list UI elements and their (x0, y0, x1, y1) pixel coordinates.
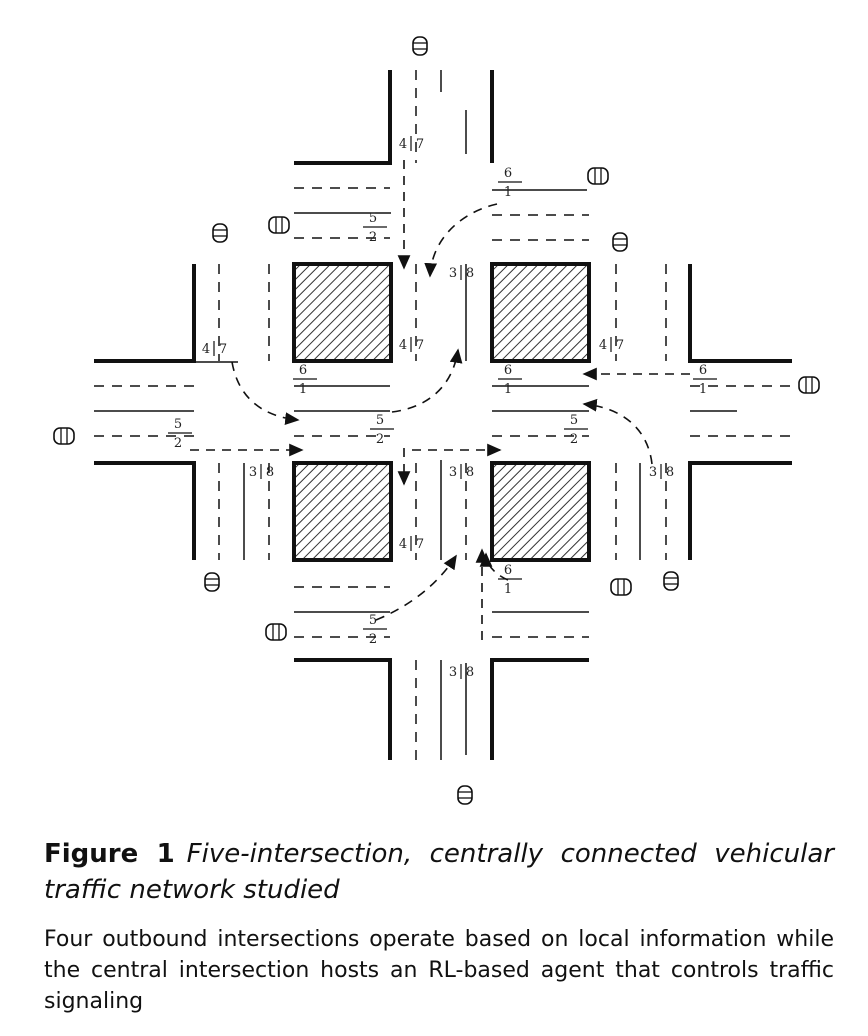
vehicle-icon (268, 216, 290, 234)
lane-label-w-52: 52 (168, 417, 192, 451)
block-nw (292, 262, 393, 363)
block-se (490, 461, 591, 562)
figure-caption-description: Four outbound intersections operate base… (44, 927, 834, 1014)
vehicle-icon (663, 571, 679, 591)
lane-number: 1 (299, 382, 307, 397)
vehicle-icon (587, 167, 609, 185)
lane-number: 8 (466, 465, 474, 480)
lane-number: 7 (416, 537, 424, 552)
city-blocks (292, 262, 591, 562)
lane-number: 6 (699, 363, 707, 378)
flow-se-turn (479, 552, 509, 581)
lane-number: 1 (504, 582, 512, 597)
lane-number: 2 (570, 432, 578, 447)
lane-number: 8 (266, 465, 274, 480)
lane-number: 3 (449, 465, 457, 480)
vehicle-icon (798, 376, 820, 394)
block-sw (292, 461, 393, 562)
lane-number: 3 (649, 465, 657, 480)
lane-number: 2 (376, 432, 384, 447)
flow-east-turn (582, 398, 653, 465)
vehicle-icon (612, 232, 628, 252)
vehicle-icon (457, 785, 473, 805)
lane-number: 8 (466, 665, 474, 680)
lane-number: 4 (399, 137, 407, 152)
lane-label-c-52-left: 52 (370, 413, 394, 447)
lane-number: 7 (416, 338, 424, 353)
lane-number: 6 (504, 363, 512, 378)
lane-number: 4 (599, 338, 607, 353)
lane-number: 4 (202, 342, 210, 357)
lane-label-c-61-right: 61 (498, 363, 522, 397)
lane-number: 8 (466, 266, 474, 281)
lane-number: 6 (299, 363, 307, 378)
vehicle-icons (53, 36, 820, 805)
lane-label-s-52: 52 (363, 613, 387, 647)
vehicle-icon (610, 578, 632, 596)
lane-solid-lines (94, 70, 737, 760)
figure-title: Five-intersection, centrally connected v… (44, 839, 834, 905)
lane-number: 2 (369, 632, 377, 647)
flow-ne-turn (424, 203, 498, 278)
vehicle-icon (412, 36, 428, 56)
lane-number: 2 (174, 436, 182, 451)
lane-number: 2 (369, 230, 377, 245)
lane-number: 5 (570, 413, 578, 428)
lane-label-n-61: 61 (498, 166, 522, 200)
lane-number: 5 (174, 417, 182, 432)
lane-number: 7 (219, 342, 227, 357)
lane-number: 8 (666, 465, 674, 480)
lane-number: 6 (504, 563, 512, 578)
vehicle-icon (53, 427, 75, 445)
lane-number: 3 (449, 665, 457, 680)
lane-number: 1 (504, 382, 512, 397)
lane-label-s-61: 61 (498, 563, 522, 597)
lane-number: 7 (416, 137, 424, 152)
vehicle-icon (212, 223, 228, 243)
lane-number: 4 (399, 338, 407, 353)
road-boundaries (94, 70, 792, 760)
lane-number: 3 (449, 266, 457, 281)
lane-number: 5 (369, 613, 377, 628)
lane-number: 1 (699, 382, 707, 397)
flow-central-ne (391, 348, 463, 413)
lane-number: 1 (504, 185, 512, 200)
flow-south-turn (375, 554, 457, 621)
vehicle-icon (204, 572, 220, 592)
flow-arrows (190, 160, 690, 640)
flow-west-turn (231, 361, 300, 426)
lane-number: 5 (369, 211, 377, 226)
lane-label-n-52: 52 (363, 211, 387, 245)
lane-number: 7 (616, 338, 624, 353)
lane-number: 3 (249, 465, 257, 480)
figure-number: Figure 1 (44, 839, 175, 869)
vehicle-icon (265, 623, 287, 641)
lane-dashed-lines (94, 70, 792, 760)
lane-number: 4 (399, 537, 407, 552)
lane-label-c-52-right: 52 (564, 413, 588, 447)
lane-label-c-61-left: 61 (293, 363, 317, 397)
figure-caption-title: Figure 1 Five-intersection, centrally con… (44, 836, 834, 908)
lane-number: 6 (504, 166, 512, 181)
lane-number: 5 (376, 413, 384, 428)
block-ne (490, 262, 591, 363)
lane-label-e-61: 61 (693, 363, 717, 397)
